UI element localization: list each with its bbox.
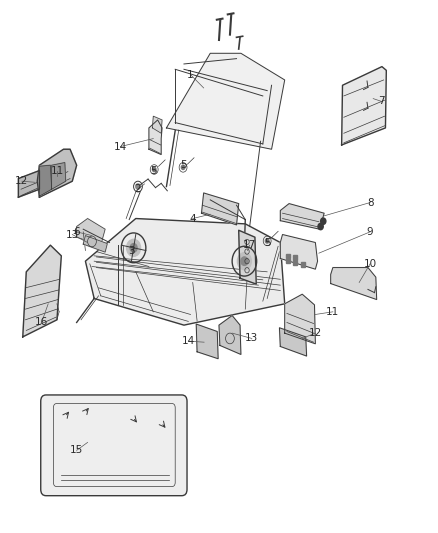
Text: 16: 16 bbox=[35, 318, 48, 327]
Polygon shape bbox=[279, 328, 307, 356]
Text: 1: 1 bbox=[187, 70, 194, 79]
Text: 12: 12 bbox=[309, 328, 322, 338]
Polygon shape bbox=[331, 268, 377, 300]
Polygon shape bbox=[239, 230, 256, 284]
Text: 17: 17 bbox=[243, 240, 256, 250]
Circle shape bbox=[241, 257, 248, 265]
Circle shape bbox=[152, 167, 156, 172]
Polygon shape bbox=[280, 204, 324, 229]
Polygon shape bbox=[37, 149, 77, 197]
Text: 5: 5 bbox=[264, 238, 271, 247]
Polygon shape bbox=[285, 294, 315, 344]
Text: 11: 11 bbox=[326, 307, 339, 317]
Bar bbox=[286, 254, 290, 258]
Circle shape bbox=[318, 223, 323, 230]
Text: 15: 15 bbox=[70, 446, 83, 455]
Text: 7: 7 bbox=[378, 96, 385, 106]
Text: 14: 14 bbox=[114, 142, 127, 151]
Polygon shape bbox=[152, 116, 162, 133]
Polygon shape bbox=[83, 236, 107, 252]
Polygon shape bbox=[166, 53, 285, 149]
Text: 6: 6 bbox=[73, 227, 80, 237]
Circle shape bbox=[127, 239, 141, 256]
Text: 8: 8 bbox=[367, 198, 374, 207]
Circle shape bbox=[321, 218, 326, 224]
Polygon shape bbox=[18, 171, 39, 197]
Text: 9: 9 bbox=[367, 227, 374, 237]
Polygon shape bbox=[149, 120, 162, 155]
Bar bbox=[286, 259, 290, 263]
Polygon shape bbox=[196, 324, 218, 359]
Polygon shape bbox=[77, 219, 105, 245]
Text: 4: 4 bbox=[189, 214, 196, 223]
Text: 10: 10 bbox=[364, 259, 377, 269]
Text: 2: 2 bbox=[134, 184, 141, 194]
Circle shape bbox=[265, 239, 269, 243]
Polygon shape bbox=[201, 193, 239, 225]
Text: 5: 5 bbox=[180, 160, 187, 170]
Circle shape bbox=[130, 244, 137, 252]
Polygon shape bbox=[23, 245, 61, 337]
Polygon shape bbox=[52, 163, 66, 189]
Polygon shape bbox=[39, 165, 52, 196]
Text: 5: 5 bbox=[150, 166, 157, 175]
Bar bbox=[293, 261, 297, 265]
Text: 11: 11 bbox=[50, 166, 64, 175]
Circle shape bbox=[181, 165, 185, 169]
Polygon shape bbox=[219, 316, 241, 354]
FancyBboxPatch shape bbox=[41, 395, 187, 496]
Polygon shape bbox=[85, 219, 285, 325]
Circle shape bbox=[136, 184, 140, 189]
Text: 13: 13 bbox=[245, 334, 258, 343]
Bar bbox=[301, 262, 305, 266]
Bar bbox=[293, 255, 297, 260]
Text: 3: 3 bbox=[128, 246, 135, 255]
Circle shape bbox=[237, 253, 251, 270]
Text: 12: 12 bbox=[15, 176, 28, 186]
Polygon shape bbox=[280, 235, 318, 269]
Polygon shape bbox=[342, 67, 386, 145]
Text: 13: 13 bbox=[66, 230, 79, 239]
Text: 14: 14 bbox=[182, 336, 195, 346]
